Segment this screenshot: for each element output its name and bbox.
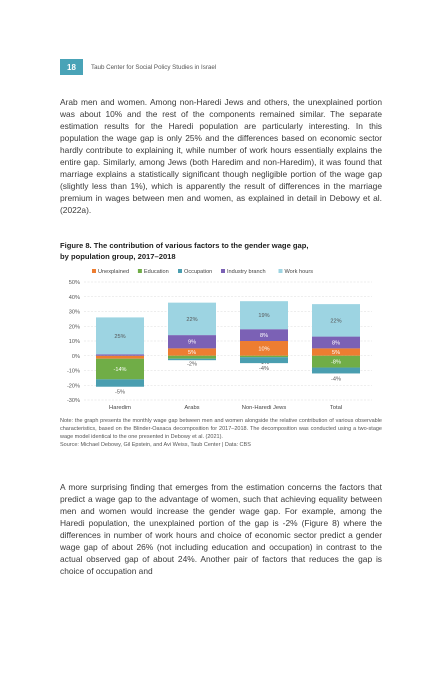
legend-swatch <box>178 269 182 273</box>
data-label: 8% <box>332 340 340 346</box>
bar-segment <box>312 367 360 374</box>
bar-segment <box>96 358 144 380</box>
x-category-label: Non-Haredi Jews <box>242 405 287 411</box>
data-label: -14% <box>113 367 126 373</box>
legend-label: Education <box>144 269 169 275</box>
figure-note: Note: the graph presents the monthly wag… <box>60 418 382 440</box>
bar-segment <box>240 341 288 356</box>
bar-segment <box>240 357 288 364</box>
legend-label: Industry branch <box>227 269 266 275</box>
figure-title: Figure 8. The contribution of various fa… <box>60 240 390 262</box>
data-label: 22% <box>330 318 341 324</box>
data-label: 8% <box>260 333 268 339</box>
legend-label: Occupation <box>184 269 212 275</box>
bar-segment <box>168 348 216 356</box>
bar-segment <box>96 355 144 359</box>
bar-segment <box>96 379 144 387</box>
bar-segment <box>312 355 360 368</box>
bar-segment <box>96 317 144 355</box>
legend-swatch <box>137 269 142 273</box>
data-label: 25% <box>114 334 125 340</box>
x-category-label: Haredim <box>109 405 131 411</box>
data-label: -8% <box>331 360 341 366</box>
bar-segment <box>240 355 288 358</box>
y-tick-label: 50% <box>69 280 80 286</box>
y-tick-label: 20% <box>69 324 80 330</box>
figure-source: Source: Michael Debowy, Gil Epstein, and… <box>60 442 251 448</box>
data-label: 5% <box>188 350 196 356</box>
legend-swatch <box>278 269 283 273</box>
figure-title-line2: by population group, 2017–2018 <box>60 252 176 261</box>
bar-segment <box>96 354 144 356</box>
data-label: 9% <box>188 340 196 346</box>
page-header: 18 Taub Center for Social Policy Studies… <box>60 59 216 75</box>
x-category-label: Arabs <box>184 405 199 411</box>
data-label: -4% <box>331 376 341 382</box>
legend-swatch <box>221 269 225 273</box>
bar-segment <box>240 329 288 341</box>
figure-title-line1: Figure 8. The contribution of various fa… <box>60 241 309 250</box>
y-tick-label: -30% <box>67 398 80 404</box>
legend-swatch <box>92 269 96 273</box>
y-tick-label: -20% <box>67 383 80 389</box>
y-tick-label: 40% <box>69 295 80 301</box>
data-label: 19% <box>258 313 269 319</box>
y-tick-label: -10% <box>67 369 80 375</box>
data-label: 10% <box>258 346 269 352</box>
y-tick-label: 10% <box>69 339 80 345</box>
data-label: -1% <box>259 360 269 366</box>
data-label: -4% <box>259 366 269 372</box>
running-title: Taub Center for Social Policy Studies in… <box>91 63 217 71</box>
data-label: 22% <box>186 317 197 323</box>
bar-segment <box>168 355 216 359</box>
legend-label: Unexplained <box>98 269 129 275</box>
bar-segment <box>312 336 360 349</box>
bar-segment <box>168 358 216 361</box>
body-paragraph-bottom: A more surprising finding that emerges f… <box>60 482 382 576</box>
y-tick-label: 30% <box>69 310 80 316</box>
bar-segment <box>312 304 360 337</box>
y-tick-label: 0% <box>72 354 80 360</box>
bar-segment <box>312 348 360 356</box>
data-label: 5% <box>332 350 340 356</box>
bar-segment <box>168 335 216 349</box>
data-label: -2% <box>187 362 197 368</box>
data-label: -5% <box>115 390 125 396</box>
stacked-bar-chart: -30% -20% -10% 0% 10% 20% 30% 40% 50% Unexplained… <box>67 269 372 411</box>
x-category-label: Total <box>330 405 342 411</box>
body-paragraph-top: Arab men and women. Among non-Haredi Jew… <box>60 97 382 215</box>
bar-segment <box>240 301 288 330</box>
page-number: 18 <box>60 59 83 75</box>
legend-label: Work hours <box>285 269 314 275</box>
bar-segment <box>168 302 216 336</box>
